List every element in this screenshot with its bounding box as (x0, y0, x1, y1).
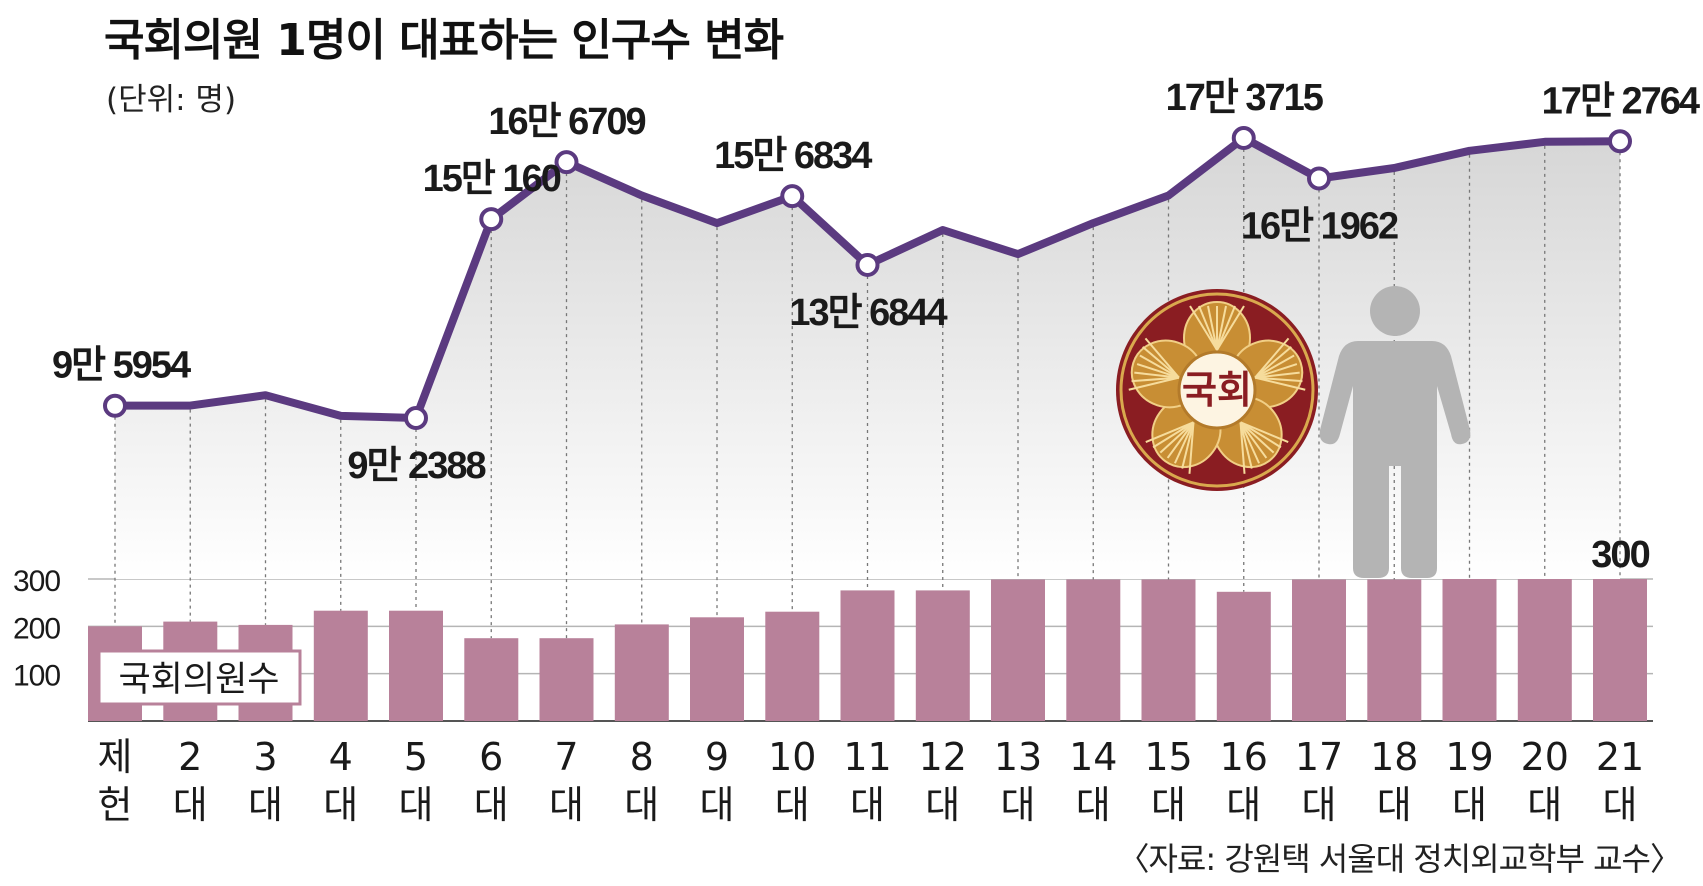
category-label: 대 (549, 783, 584, 827)
bar-6 (464, 638, 519, 721)
page-title: 국회의원 1명이 대표하는 인구수 변화 (104, 15, 784, 66)
legend-badge: 국회의원수 (97, 649, 302, 706)
y-tick-label: 300 (13, 565, 60, 598)
category-label: 대 (1302, 783, 1337, 827)
category-label: 대 (1377, 783, 1412, 827)
y-tick-label: 200 (13, 612, 60, 645)
category-label: 대 (1001, 783, 1036, 827)
category-label: 15 (1144, 735, 1192, 779)
category-label: 4 (329, 735, 353, 779)
category-label: 2 (178, 735, 202, 779)
value-label: 16만 1962 (1241, 205, 1398, 247)
unit-label: (단위: 명) (106, 82, 237, 118)
category-label: 20 (1521, 735, 1569, 779)
bar-15 (1141, 579, 1196, 721)
person-icon (1319, 286, 1471, 578)
bar-10 (765, 611, 820, 721)
value-label: 9만 2388 (347, 445, 485, 487)
category-label: 5 (404, 735, 428, 779)
line-point-11 (855, 252, 880, 277)
category-label: 8 (630, 735, 654, 779)
bar-7 (539, 638, 594, 721)
category-label: 대 (474, 783, 509, 827)
y-tick-label: 100 (13, 660, 60, 693)
value-label: 9만 5954 (52, 345, 191, 387)
category-label: 17 (1295, 735, 1343, 779)
value-label: 13만 6844 (789, 292, 947, 334)
bar-13 (991, 579, 1045, 721)
category-label: 19 (1445, 735, 1493, 779)
line-point-21 (1608, 129, 1632, 154)
category-label: 대 (925, 783, 960, 827)
category-label: 대 (248, 783, 283, 827)
line-point-16 (1231, 126, 1256, 150)
bar-14 (1066, 579, 1121, 721)
category-label: 헌 (98, 783, 133, 827)
category-label: 대 (1603, 783, 1638, 827)
bar-17 (1292, 579, 1346, 721)
seal-text: 국회 (1182, 368, 1252, 412)
category-label: 대 (1076, 783, 1111, 827)
category-label: 21 (1596, 735, 1644, 779)
value-label: 17만 3715 (1166, 77, 1324, 119)
value-label: 15만 160 (423, 158, 561, 200)
category-label: 대 (173, 783, 208, 827)
category-label: 대 (1151, 783, 1186, 827)
category-label: 대 (700, 783, 735, 827)
value-label: 16만 6709 (488, 101, 645, 143)
bar-11 (840, 590, 895, 721)
category-label: 대 (399, 783, 434, 827)
category-label: 대 (1226, 783, 1261, 827)
category-label: 대 (1452, 783, 1487, 827)
category-label: 18 (1370, 735, 1418, 779)
value-label: 15만 6834 (714, 135, 872, 177)
category-label: 14 (1069, 735, 1117, 779)
value-label: 17만 2764 (1542, 80, 1700, 122)
bar-9 (690, 617, 744, 721)
source-note: 〈자료: 강원택 서울대 정치외교학부 교수〉 (1117, 840, 1682, 878)
category-label: 16 (1220, 735, 1268, 779)
category-label: 대 (624, 783, 659, 827)
bar-16 (1216, 591, 1271, 721)
bar-5 (389, 610, 443, 721)
category-label: 13 (994, 735, 1042, 779)
line-point-1 (103, 393, 127, 418)
category-label: 10 (768, 735, 816, 779)
category-label: 12 (919, 735, 967, 779)
category-label: 대 (1527, 783, 1562, 827)
bar-12 (915, 590, 970, 721)
bar-4 (313, 610, 368, 721)
category-label: 제 (98, 735, 133, 779)
line-point-17 (1307, 166, 1331, 191)
bar-19 (1442, 579, 1497, 721)
line-point-10 (780, 184, 805, 209)
category-label: 11 (843, 735, 891, 779)
category-label: 9 (705, 735, 729, 779)
bar-8 (614, 624, 669, 721)
line-point-5 (404, 406, 428, 430)
bar-21 (1593, 579, 1647, 721)
bar-20 (1517, 579, 1572, 721)
category-label: 7 (554, 735, 578, 779)
category-label: 6 (479, 735, 503, 779)
line-point-7 (554, 150, 579, 175)
category-label: 3 (253, 735, 277, 779)
bar-value-label: 300 (1591, 534, 1649, 576)
category-label: 대 (323, 783, 358, 827)
national-assembly-seal-icon: 국회 (1116, 289, 1318, 491)
bar-18 (1367, 579, 1422, 721)
line-point-6 (479, 207, 504, 232)
category-label: 대 (850, 783, 885, 827)
legend-label: 국회의원수 (118, 660, 279, 700)
category-label: 대 (775, 783, 810, 827)
